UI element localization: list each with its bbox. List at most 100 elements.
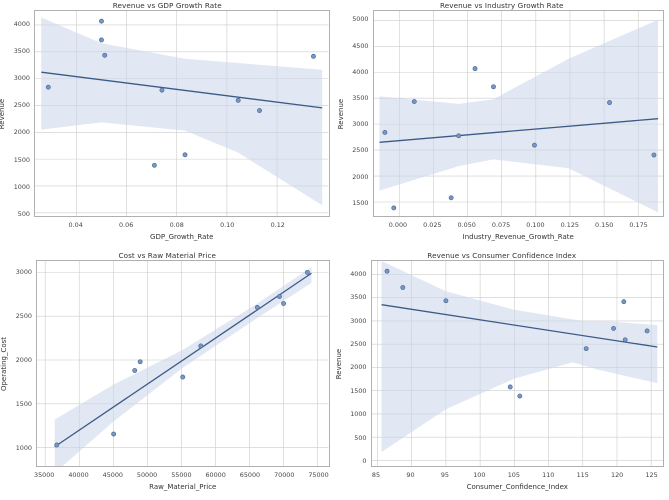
- data-point: [235, 97, 241, 103]
- data-point: [99, 18, 104, 24]
- data-point: [381, 130, 387, 135]
- y-tick-label: 3000: [350, 316, 367, 325]
- data-point: [384, 268, 389, 274]
- scatter-points: [45, 18, 316, 168]
- scatter-points: [381, 66, 656, 211]
- y-tick-label: 1000: [15, 444, 32, 453]
- y-axis-label: Revenue: [336, 98, 345, 129]
- x-tick-label: 0.12: [270, 221, 285, 229]
- data-point: [304, 269, 310, 275]
- plot-canvas: [371, 261, 663, 466]
- data-point: [254, 305, 260, 310]
- data-point: [159, 87, 165, 93]
- y-tick-label: 3500: [350, 293, 367, 302]
- scatter-points: [54, 269, 310, 448]
- plot-area: [34, 10, 330, 217]
- data-point: [472, 66, 477, 72]
- data-point: [45, 84, 51, 90]
- y-tick-label: 1000: [13, 182, 30, 191]
- y-tick-label: 4000: [352, 67, 369, 76]
- y-tick-label: 2500: [352, 146, 369, 155]
- x-tick-label: 50000: [136, 471, 158, 479]
- y-tick-label: 500: [354, 433, 367, 442]
- y-tick-label: 2500: [13, 101, 30, 110]
- confidence-band: [41, 17, 323, 206]
- x-axis-label: Consumer_Confidence_Index: [466, 483, 568, 491]
- data-point: [644, 328, 650, 334]
- x-tick-label: 95: [440, 471, 449, 479]
- data-point: [606, 100, 612, 106]
- panel-title: Revenue vs Consumer Confidence Index: [427, 251, 577, 260]
- panel-revenue-vs-industry-growth-rate: Revenue vs Industry Growth Rate 0.000 0.02…: [335, 0, 669, 250]
- plot-canvas: [35, 11, 329, 216]
- y-tick-label: 1000: [350, 410, 367, 419]
- x-axis-label: GDP_Growth_Rate: [150, 233, 214, 241]
- data-point: [137, 359, 143, 365]
- data-point: [132, 368, 138, 373]
- data-point: [610, 325, 616, 331]
- data-point: [151, 162, 157, 168]
- regression-line: [54, 272, 312, 448]
- data-point: [198, 343, 204, 349]
- data-point: [311, 53, 316, 59]
- y-tick-label: 2000: [352, 172, 369, 181]
- plot-area: [372, 10, 664, 217]
- y-tick-label: 3000: [13, 74, 30, 83]
- plot-canvas: [37, 261, 329, 466]
- x-tick-label: 35000: [34, 471, 55, 479]
- y-tick-label: 4000: [13, 20, 30, 29]
- y-tick-label: 1500: [13, 155, 30, 164]
- scatter-points: [384, 268, 650, 399]
- data-point: [182, 152, 188, 158]
- panel-revenue-vs-consumer-confidence-index: Revenue vs Consumer Confidence Index 85 90…: [335, 250, 669, 500]
- x-tick-label: 0.125: [560, 221, 579, 229]
- plot-canvas: [373, 11, 663, 216]
- data-point: [390, 205, 396, 211]
- data-point: [651, 152, 656, 158]
- x-tick-label: 0.000: [388, 221, 408, 229]
- y-tick-label: 3500: [352, 94, 369, 103]
- y-tick-label: 4500: [352, 41, 369, 50]
- y-tick-label: 1500: [350, 386, 367, 395]
- plot-area: [370, 260, 664, 467]
- x-tick-label: 0.175: [629, 221, 648, 229]
- data-point: [102, 52, 108, 58]
- panel-title: Revenue vs Industry Growth Rate: [439, 1, 564, 10]
- panel-revenue-vs-gdp-growth-rate: Revenue vs GDP Growth Rate 0.04 0.06 0.08 0.…: [0, 0, 335, 250]
- data-point: [99, 37, 104, 43]
- x-tick-label: 0.075: [491, 221, 511, 229]
- data-point: [620, 299, 626, 305]
- confidence-band: [54, 267, 312, 466]
- regression-line: [378, 118, 658, 143]
- y-axis-label: Revenue: [0, 98, 6, 129]
- data-point: [277, 294, 282, 299]
- data-point: [490, 84, 496, 90]
- y-tick-label: 5000: [352, 15, 369, 24]
- y-tick-label: 1500: [15, 400, 32, 409]
- confidence-band: [378, 19, 658, 213]
- y-tick-label: 3000: [15, 267, 32, 276]
- x-tick-label: 75000: [308, 471, 329, 479]
- y-tick-label: 500: [17, 209, 30, 218]
- x-tick-label: 120: [611, 471, 624, 479]
- data-point: [281, 301, 286, 306]
- x-axis-label: Industry_Revenue_Growth_Rate: [462, 233, 574, 241]
- y-axis-label: Operating_Cost: [0, 336, 8, 391]
- x-tick-label: 0.10: [220, 221, 235, 229]
- x-tick-label: 0.06: [119, 221, 134, 229]
- data-point: [455, 133, 461, 139]
- regression-line: [380, 304, 657, 348]
- data-point: [531, 142, 537, 148]
- panel-cost-vs-raw-material-price: Cost vs Raw Material Price 35000 40000 4500…: [0, 250, 335, 500]
- x-tick-label: 0.08: [169, 221, 184, 229]
- x-tick-label: 45000: [102, 471, 123, 479]
- y-tick-label: 4000: [350, 269, 367, 278]
- y-tick-label: 0: [362, 457, 367, 466]
- data-point: [583, 346, 589, 352]
- data-point: [399, 285, 405, 290]
- y-tick-label: 2000: [13, 128, 30, 137]
- x-tick-label: 70000: [274, 471, 295, 479]
- x-tick-label: 100: [473, 471, 486, 479]
- x-tick-label: 55000: [171, 471, 192, 479]
